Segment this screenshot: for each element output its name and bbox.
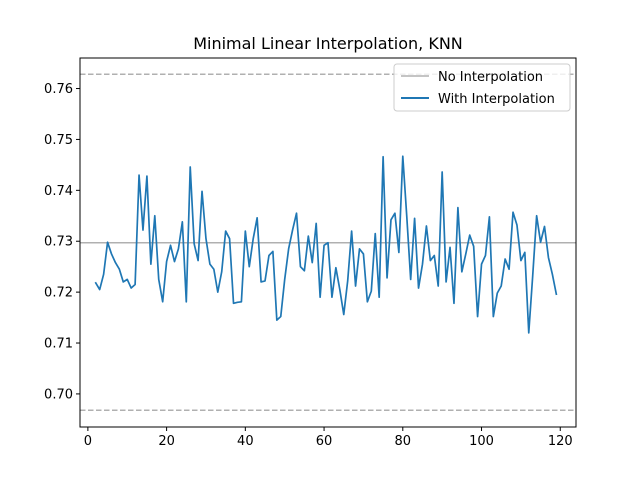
- y-tick-label: 0.70: [44, 387, 73, 402]
- x-tick-label: 60: [316, 434, 333, 449]
- x-axis: 0 20 40 60 80 100 120: [84, 427, 573, 449]
- y-tick-label: 0.76: [44, 82, 73, 97]
- legend-label-no-interpolation: No Interpolation: [438, 70, 543, 85]
- chart-title: Minimal Linear Interpolation, KNN: [193, 34, 463, 53]
- series-group: [94, 155, 558, 334]
- x-tick-label: 20: [158, 434, 175, 449]
- series-line-0: [94, 155, 558, 334]
- y-tick-label: 0.74: [44, 184, 73, 199]
- y-tick-label: 0.75: [44, 133, 73, 148]
- legend-box: [393, 63, 571, 112]
- y-axis: 0.70 0.71 0.72 0.73 0.74 0.75 0.76: [44, 82, 80, 402]
- x-tick-label: 40: [237, 434, 254, 449]
- x-tick-label: 100: [469, 434, 494, 449]
- y-tick-label: 0.72: [44, 286, 73, 301]
- y-tick-label: 0.73: [44, 235, 73, 250]
- y-tick-label: 0.71: [44, 337, 73, 352]
- x-tick-label: 0: [84, 434, 92, 449]
- legend: No Interpolation With Interpolation: [393, 63, 571, 112]
- plot-frame: [79, 57, 577, 428]
- legend-label-with-interpolation: With Interpolation: [438, 92, 555, 107]
- x-tick-label: 120: [548, 434, 573, 449]
- x-tick-label: 80: [395, 434, 412, 449]
